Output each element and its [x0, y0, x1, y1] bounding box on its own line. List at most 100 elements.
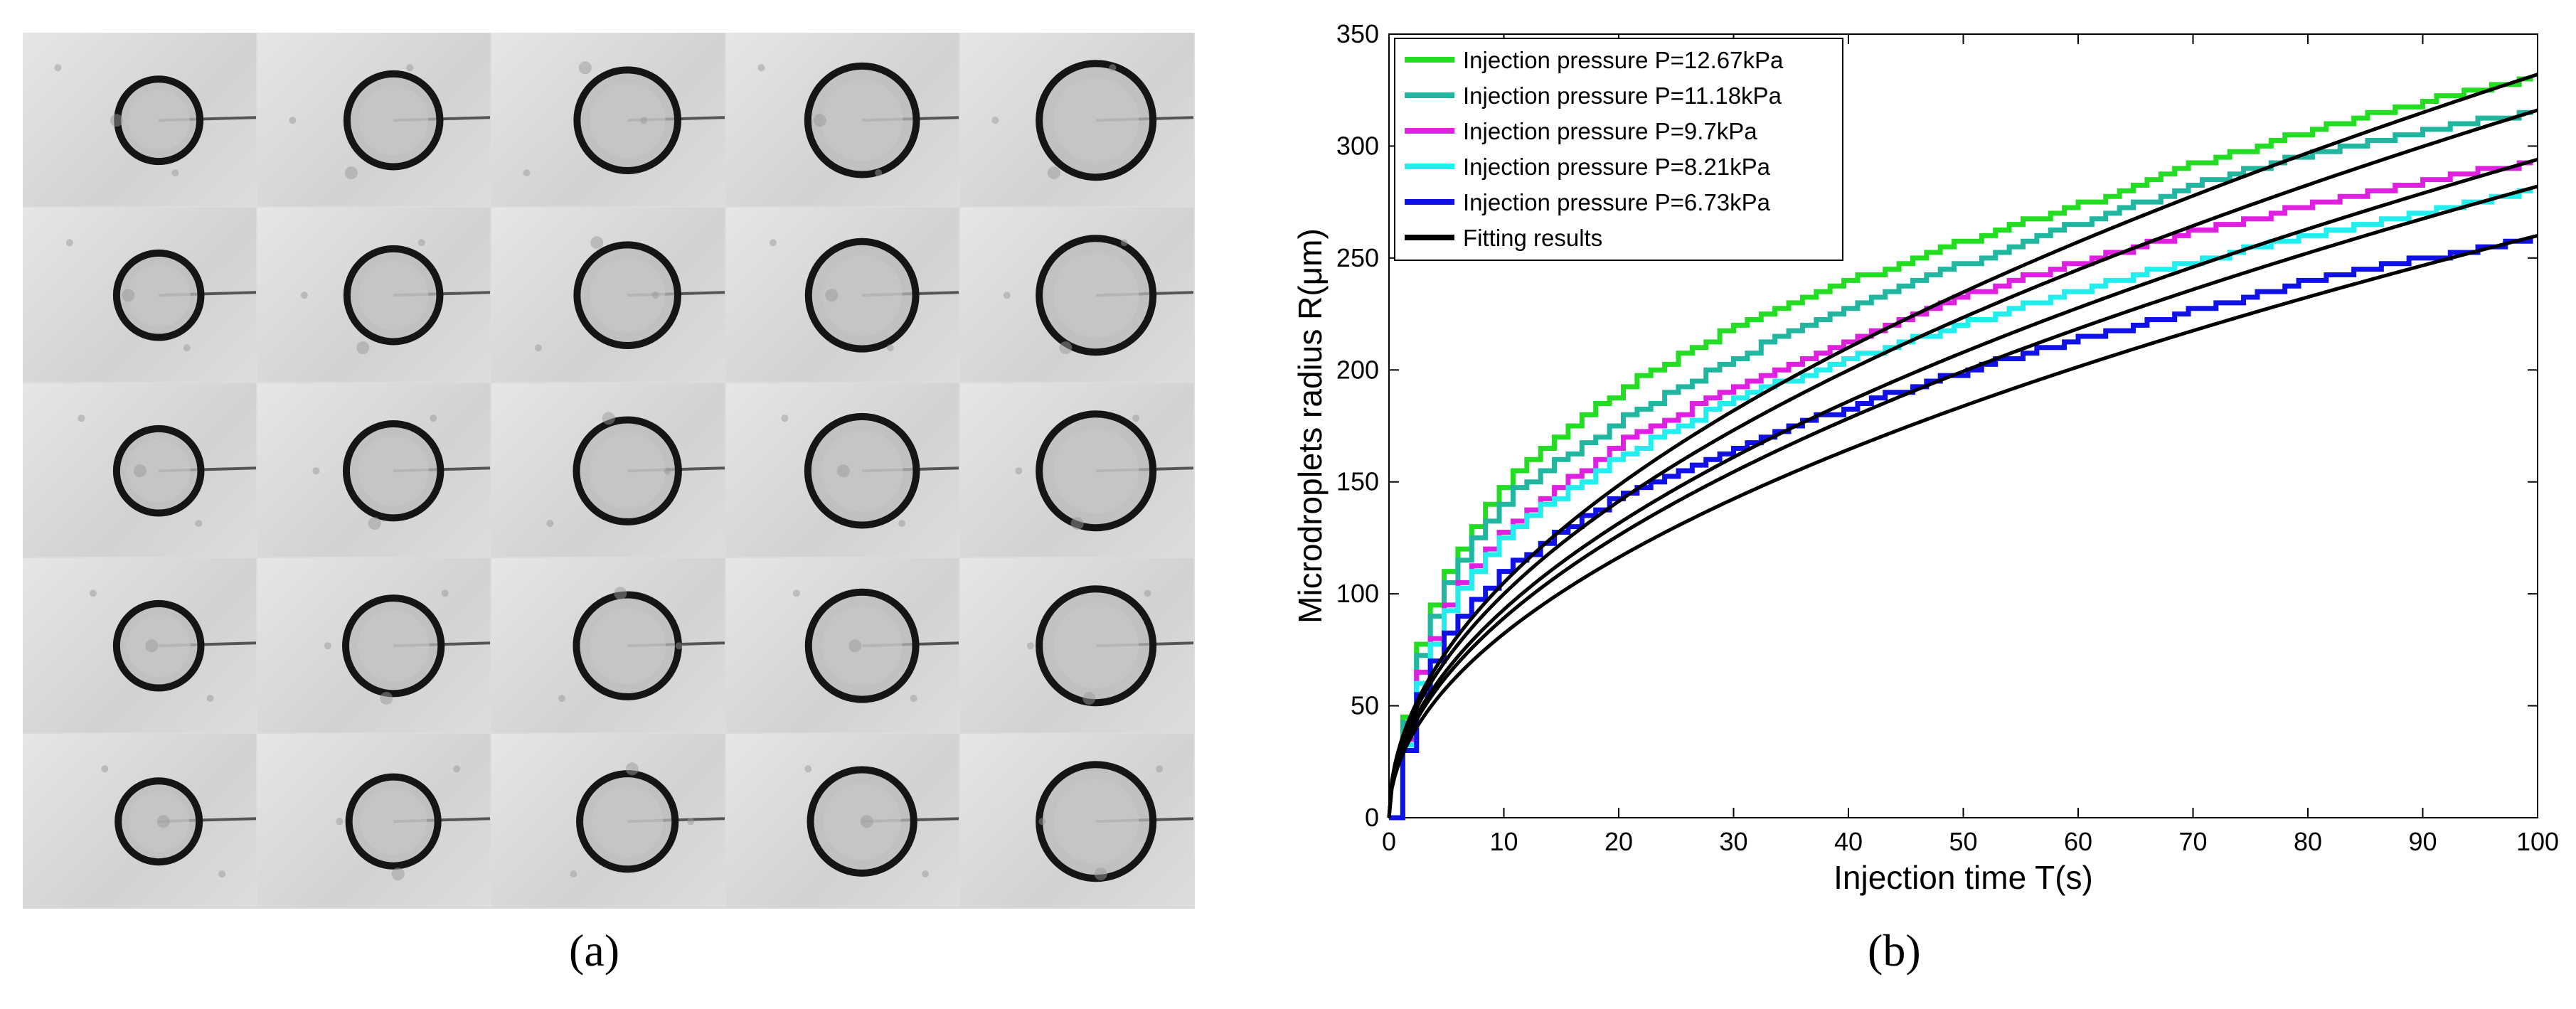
- speck: [110, 114, 123, 127]
- speck: [546, 519, 554, 527]
- speck: [1038, 817, 1046, 825]
- y-tick-label: 0: [1365, 803, 1379, 832]
- speck: [452, 764, 460, 772]
- speck: [1144, 589, 1152, 597]
- x-axis-label: Injection time T(s): [1833, 859, 2093, 896]
- micrograph-tile: [725, 733, 959, 907]
- x-tick-label: 10: [1489, 827, 1518, 856]
- micrograph-tile: [23, 33, 256, 207]
- droplet-highlight: [1053, 78, 1139, 164]
- speck: [1027, 642, 1035, 650]
- speck: [1109, 64, 1117, 72]
- legend-label: Injection pressure P=8.21kPa: [1463, 154, 1771, 180]
- speck: [356, 341, 369, 355]
- speck: [379, 692, 393, 705]
- series-line: [1389, 76, 2533, 821]
- speck: [324, 642, 331, 650]
- x-tick-label: 70: [2178, 827, 2207, 856]
- speck: [836, 464, 850, 477]
- micrograph-tile: [491, 733, 725, 907]
- micrograph-tile: [23, 208, 256, 382]
- speck: [441, 589, 449, 597]
- fit-curve: [1387, 233, 2538, 818]
- speck: [921, 870, 929, 877]
- micrograph-tile: [257, 383, 491, 557]
- x-tick-label: 30: [1719, 827, 1747, 856]
- speck: [579, 61, 592, 75]
- speck: [391, 867, 405, 880]
- speck: [910, 695, 917, 703]
- speck: [898, 519, 905, 527]
- speck: [78, 415, 85, 422]
- speck: [344, 166, 358, 180]
- speck: [171, 169, 179, 177]
- droplet-highlight: [1053, 603, 1139, 689]
- droplet-highlight: [821, 79, 903, 161]
- speck: [289, 117, 297, 124]
- droplet-highlight: [589, 607, 666, 685]
- micrograph-tile: [491, 558, 725, 732]
- speck: [570, 870, 578, 877]
- speck: [860, 814, 873, 828]
- droplet-highlight: [590, 257, 666, 333]
- y-tick-label: 50: [1351, 691, 1379, 720]
- droplet-highlight: [1053, 427, 1139, 513]
- micrograph-tile: [257, 733, 491, 907]
- legend-label: Fitting results: [1463, 225, 1602, 251]
- y-axis-label: Microdroplets radius R(μm): [1292, 228, 1329, 624]
- micrograph-tile: [960, 33, 1193, 207]
- y-tick-label: 300: [1336, 131, 1379, 160]
- series-line: [1389, 160, 2533, 821]
- speck: [101, 764, 109, 772]
- speck: [429, 415, 437, 422]
- speck: [602, 412, 615, 425]
- speck: [651, 292, 659, 299]
- legend-label: Injection pressure P=6.73kPa: [1463, 189, 1771, 215]
- speck: [590, 236, 604, 250]
- fit-curve: [1387, 157, 2538, 818]
- micrograph-tile: [491, 208, 725, 382]
- speck: [1121, 239, 1129, 247]
- speck: [804, 764, 812, 772]
- speck: [781, 415, 789, 422]
- droplet-highlight: [821, 255, 903, 336]
- y-tick-label: 350: [1336, 19, 1379, 48]
- droplet-highlight: [357, 610, 430, 682]
- micrograph-tile: [960, 558, 1193, 732]
- micrograph-tile: [23, 558, 256, 732]
- speck: [133, 464, 147, 477]
- y-tick-label: 100: [1336, 579, 1379, 608]
- speck: [886, 344, 894, 352]
- speck: [757, 64, 765, 72]
- fit-curve: [1387, 184, 2538, 818]
- speck: [417, 239, 425, 247]
- micrograph-tile: [725, 383, 959, 557]
- speck: [558, 695, 566, 703]
- fit-curve: [1387, 73, 2538, 818]
- x-tick-label: 50: [1949, 827, 1977, 856]
- x-tick-label: 100: [2516, 827, 2559, 856]
- droplet-highlight: [592, 785, 664, 858]
- speck: [312, 466, 319, 474]
- micrograph-tile: [257, 33, 491, 207]
- y-tick-label: 200: [1336, 355, 1379, 384]
- x-tick-label: 80: [2294, 827, 2322, 856]
- radius-vs-time-chart: 0 10 20 30 40 50 60 70 80 90 100 0 50 100 150 200 250 300…: [1292, 19, 2559, 896]
- droplet-highlight: [821, 429, 903, 512]
- speck: [687, 817, 695, 825]
- speck: [813, 114, 826, 127]
- speck: [300, 292, 308, 299]
- x-tick-label: 0: [1382, 827, 1396, 856]
- droplet-highlight: [358, 85, 428, 156]
- speck: [156, 814, 170, 828]
- speck: [335, 817, 343, 825]
- legend-label: Injection pressure P=11.18kPa: [1463, 82, 1782, 109]
- micrograph-tile: [960, 383, 1193, 557]
- droplet-highlight: [127, 439, 191, 503]
- speck: [792, 589, 800, 597]
- speck: [523, 169, 531, 177]
- droplet-highlight: [358, 260, 428, 331]
- speck: [145, 639, 159, 653]
- speck: [1015, 466, 1023, 474]
- speck: [1095, 867, 1108, 880]
